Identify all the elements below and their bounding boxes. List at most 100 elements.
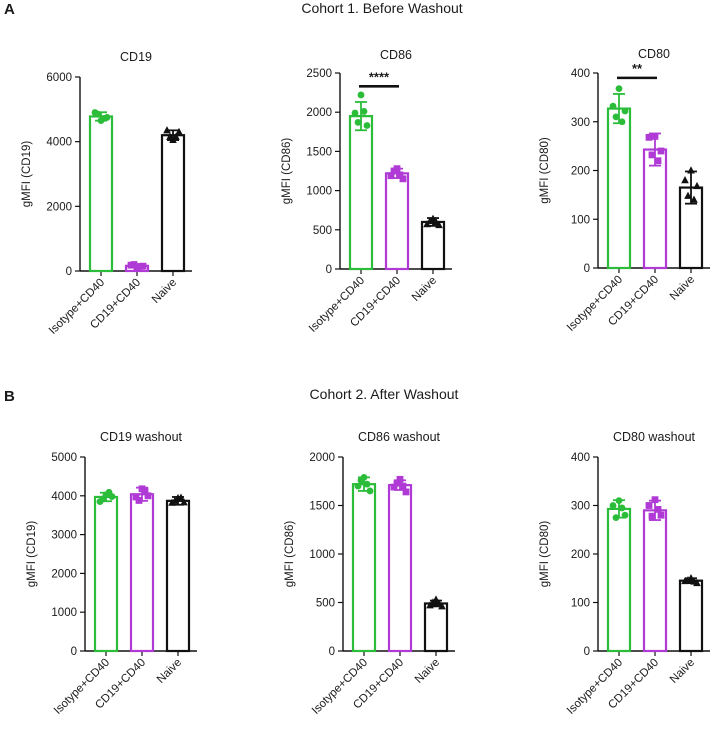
data-point: [132, 493, 140, 501]
data-point: [354, 118, 362, 126]
y-axis-label: gMFI (CD19): [26, 521, 38, 588]
data-point: [684, 575, 692, 584]
y-tick-label: 1500: [306, 146, 332, 158]
x-category-label: Naive: [413, 657, 442, 686]
bar-2: [129, 493, 155, 653]
y-tick-label: 200: [571, 549, 590, 561]
data-point: [135, 497, 143, 504]
bar-1: [606, 107, 632, 270]
y-tick-label: 300: [571, 501, 590, 513]
y-tick-label: 1500: [309, 501, 335, 513]
y-tick-label: 500: [316, 598, 335, 610]
data-point: [621, 511, 629, 519]
data-point: [357, 91, 365, 99]
data-point: [648, 512, 656, 520]
significance-label: ****: [369, 69, 390, 84]
y-tick-label: 0: [66, 266, 72, 278]
data-point: [684, 191, 692, 199]
y-tick-label: 300: [571, 117, 590, 129]
data-point: [390, 483, 398, 491]
panel-letter-b: B: [4, 388, 15, 405]
bar-3: [160, 134, 186, 273]
bar-3: [420, 220, 446, 271]
data-point: [399, 482, 407, 490]
data-point: [144, 492, 152, 500]
chart-title: CD80: [638, 47, 670, 61]
x-category-label: Naive: [150, 277, 179, 306]
bar-2: [387, 484, 413, 653]
data-point: [351, 109, 359, 117]
chart-title: CD19 washout: [100, 430, 183, 444]
data-point: [390, 167, 398, 175]
significance-label: **: [632, 61, 643, 76]
data-point: [393, 479, 401, 487]
y-tick-label: 0: [326, 264, 332, 276]
y-tick-label: 2000: [46, 201, 72, 213]
y-tick-label: 1000: [306, 186, 332, 198]
bar-1: [93, 495, 119, 653]
data-point: [429, 598, 437, 606]
x-category-label: Naive: [668, 274, 697, 303]
data-point: [609, 502, 617, 509]
data-point: [130, 261, 138, 268]
bar-2: [642, 509, 668, 653]
y-axis-label: gMFI (CD86): [281, 138, 293, 205]
data-point: [396, 171, 404, 179]
data-point: [618, 504, 626, 512]
y-tick-label: 4000: [46, 137, 72, 149]
data-point: [94, 110, 102, 118]
y-tick-label: 1000: [51, 607, 77, 619]
y-tick-label: 2500: [306, 68, 332, 80]
y-tick-label: 4000: [51, 491, 77, 503]
data-point: [396, 475, 404, 483]
data-point: [645, 502, 653, 509]
data-point: [657, 511, 665, 519]
data-point: [612, 113, 620, 121]
bar-3: [165, 499, 191, 653]
data-point: [100, 114, 108, 122]
data-point: [180, 498, 188, 506]
data-point: [175, 127, 183, 135]
data-point: [357, 476, 365, 484]
chart-title: CD19: [120, 50, 152, 64]
cohort-1-title: Cohort 1. Before Washout: [301, 0, 462, 16]
data-point: [654, 505, 662, 513]
y-tick-label: 5000: [51, 452, 77, 464]
y-tick-label: 1000: [309, 549, 335, 561]
y-tick-label: 500: [313, 225, 332, 237]
x-category-label: Naive: [155, 657, 184, 686]
bar-2: [642, 148, 668, 270]
data-point: [363, 122, 371, 129]
data-point: [171, 496, 179, 504]
y-tick-label: 100: [571, 214, 590, 226]
bar-1: [606, 507, 632, 653]
data-point: [615, 85, 623, 92]
y-tick-label: 400: [571, 452, 590, 464]
bar-1: [351, 483, 377, 653]
bar-3: [678, 579, 704, 653]
y-axis-label: gMFI (CD80): [539, 521, 551, 588]
data-point: [612, 514, 620, 522]
y-tick-label: 100: [571, 598, 590, 610]
data-point: [172, 132, 180, 140]
y-tick-label: 0: [584, 646, 590, 658]
data-point: [693, 181, 701, 190]
y-axis-label: gMFI (CD86): [284, 521, 296, 588]
data-point: [141, 487, 149, 495]
y-tick-label: 2000: [306, 107, 332, 119]
data-point: [387, 172, 395, 180]
data-point: [654, 157, 662, 165]
data-point: [177, 493, 185, 501]
data-point: [651, 496, 659, 504]
y-tick-label: 3000: [51, 530, 77, 542]
x-category-label: Naive: [410, 275, 439, 304]
data-point: [136, 263, 144, 270]
y-tick-label: 2000: [51, 568, 77, 580]
data-point: [354, 482, 362, 490]
